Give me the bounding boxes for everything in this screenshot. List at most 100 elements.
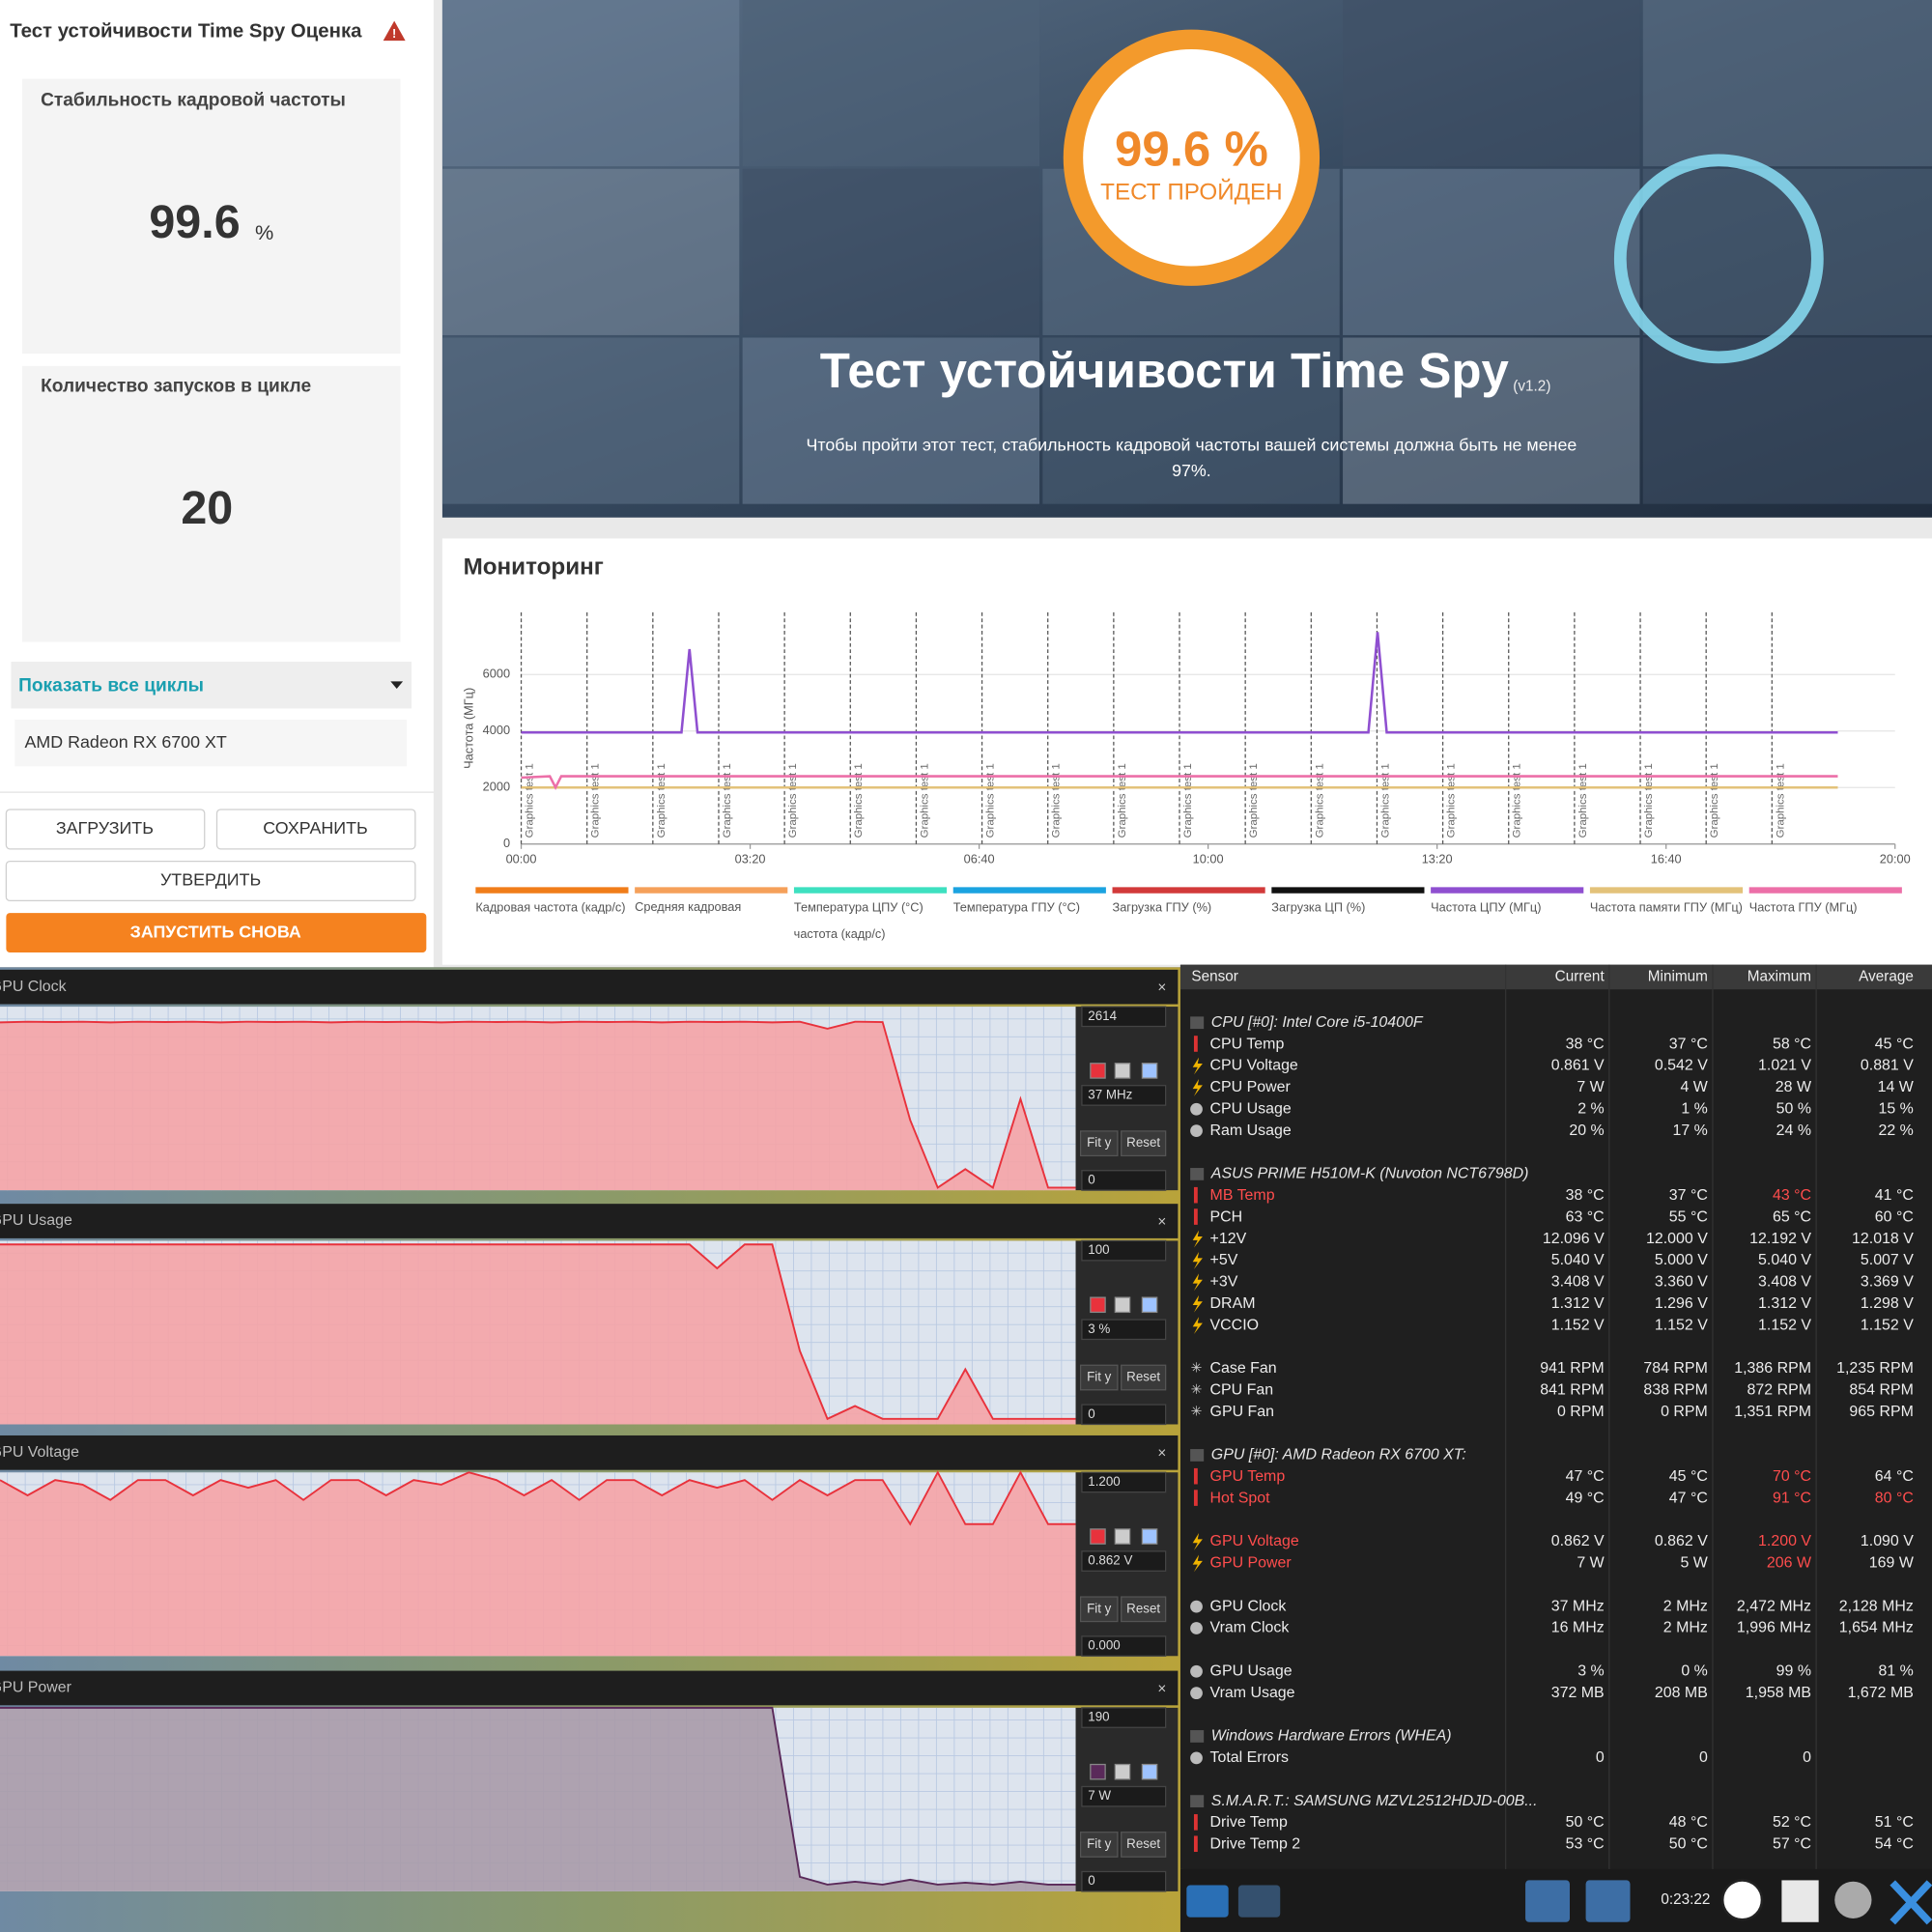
button[interactable] <box>215 809 416 850</box>
graph-button-label[interactable]: Reset <box>1126 1135 1160 1150</box>
legend-swatch <box>952 887 1106 894</box>
sensor-value: 65 °C <box>1773 1208 1811 1225</box>
button-primary[interactable] <box>6 913 427 952</box>
banner-description: 97%. <box>1172 461 1211 480</box>
sensor-name: GPU Temp <box>1210 1468 1286 1485</box>
color-toggle[interactable] <box>1090 1528 1106 1545</box>
color-toggle[interactable] <box>1141 1763 1158 1780</box>
graph-button-label[interactable]: Fit y <box>1087 1601 1112 1615</box>
graph-button[interactable] <box>1079 1832 1119 1858</box>
graph-title: GPU Voltage <box>0 1444 79 1461</box>
sensor-value: 12.096 V <box>1543 1231 1605 1247</box>
legend-label[interactable]: Частота ГПУ (МГц) <box>1749 899 1858 914</box>
legend-label[interactable]: Загрузка ЦП (%) <box>1271 899 1365 914</box>
button-label[interactable]: СОХРАНИТЬ <box>263 818 367 838</box>
legend-label[interactable]: Средняя кадровая частота (кадр/с) <box>635 899 885 941</box>
graph-button-label[interactable]: Fit y <box>1087 1836 1112 1851</box>
sensor-value: 0 <box>1699 1749 1708 1766</box>
color-toggle[interactable] <box>1114 1528 1131 1545</box>
status: ТЕСТ ПРОЙДЕН <box>1100 179 1282 206</box>
legend-label[interactable]: Кадровая частота (кадр/с) <box>475 899 625 914</box>
graph-button[interactable] <box>1121 1130 1167 1157</box>
graph-button[interactable] <box>1121 1364 1167 1391</box>
group-header: ASUS PRIME H510M-K (Nuvoton NCT6798D) <box>1210 1166 1529 1182</box>
dropdown-arrow[interactable] <box>390 681 404 690</box>
color-toggle[interactable] <box>1141 1063 1158 1079</box>
sensor-value: 55 °C <box>1669 1208 1708 1225</box>
graph-button-label[interactable]: Fit y <box>1087 1135 1112 1150</box>
color-toggle[interactable] <box>1090 1063 1106 1079</box>
graph-header <box>0 969 1179 1005</box>
sensor-value: 0 RPM <box>1661 1404 1708 1420</box>
color-toggle[interactable] <box>1141 1296 1158 1314</box>
graph-button-label[interactable]: Reset <box>1126 1370 1160 1384</box>
dropdown[interactable]: Показать все циклы <box>11 661 412 709</box>
settings-button[interactable] <box>1834 1881 1872 1918</box>
graph-button[interactable] <box>1079 1130 1119 1157</box>
dropdown-box[interactable] <box>11 661 412 709</box>
graph-button[interactable] <box>1121 1832 1167 1858</box>
button-label[interactable]: УТВЕРДИТЬ <box>160 870 261 890</box>
legend-label[interactable]: Температура ГПУ (°C) <box>953 899 1080 914</box>
graph-min: 0.000 <box>1088 1638 1120 1653</box>
button-label[interactable]: ЗАГРУЗИТЬ <box>56 818 154 838</box>
portal-ring <box>1613 154 1824 364</box>
color-toggle[interactable] <box>1114 1296 1131 1314</box>
button[interactable] <box>5 809 206 850</box>
dropdown-label[interactable]: Показать все циклы <box>18 676 204 696</box>
y-axis-label: Частота (МГц) <box>461 688 475 769</box>
sensor-value: 47 °C <box>1669 1490 1708 1506</box>
sensor-value: 1 % <box>1681 1100 1707 1117</box>
nav-button[interactable] <box>1237 1885 1281 1918</box>
temp-icon <box>1193 1208 1198 1225</box>
sensor-value: 1.152 V <box>1861 1317 1914 1333</box>
color-toggle[interactable] <box>1114 1763 1131 1780</box>
legend-label[interactable]: Частота ЦПУ (МГц) <box>1431 899 1541 914</box>
sensor-value: 43 °C <box>1773 1187 1811 1204</box>
graph-close[interactable]: × <box>1157 1213 1166 1230</box>
phase-label: Graphics test 1 <box>1248 763 1260 838</box>
nav-button[interactable] <box>1186 1885 1229 1918</box>
toolbar-button[interactable] <box>1585 1880 1631 1922</box>
graph-button-label[interactable]: Reset <box>1126 1836 1160 1851</box>
graph-close[interactable]: × <box>1157 1681 1166 1697</box>
volt-icon <box>1192 1294 1203 1313</box>
graph-button[interactable] <box>1079 1596 1119 1623</box>
warning-icon-mark: ! <box>392 26 396 41</box>
sensor-value: 57 °C <box>1773 1836 1811 1853</box>
sensor-value: 0.862 V <box>1655 1533 1708 1549</box>
graph-button-label[interactable]: Reset <box>1126 1601 1160 1615</box>
graph-area <box>0 1472 1076 1657</box>
scene-tile <box>1343 168 1640 335</box>
sensor-name: VCCIO <box>1210 1317 1259 1333</box>
graph-close[interactable]: × <box>1157 1445 1166 1462</box>
toolbar-button[interactable] <box>1525 1880 1570 1922</box>
temp-icon <box>1193 1186 1198 1204</box>
x-tick-label: 03:20 <box>735 852 766 867</box>
legend-label[interactable]: Температура ЦПУ (°C) <box>794 899 923 914</box>
color-toggle[interactable] <box>1090 1296 1106 1314</box>
legend-label[interactable]: Частота памяти ГПУ (МГц) <box>1590 899 1743 914</box>
column-header: Average <box>1859 969 1914 985</box>
sensor-value: 70 °C <box>1773 1468 1811 1485</box>
legend-label[interactable]: Загрузка ГПУ (%) <box>1113 899 1212 914</box>
sensor-value: 49 °C <box>1566 1490 1605 1506</box>
graph-close[interactable]: × <box>1157 980 1166 996</box>
close-button[interactable] <box>1889 1880 1932 1925</box>
clock-button[interactable] <box>1720 1879 1764 1921</box>
sensor-value: 58 °C <box>1773 1036 1811 1052</box>
color-toggle[interactable] <box>1090 1763 1106 1780</box>
y-tick-label: 6000 <box>483 667 510 681</box>
graph-button[interactable] <box>1121 1596 1167 1623</box>
sensor-value: 2 MHz <box>1663 1620 1708 1636</box>
color-toggle[interactable] <box>1141 1528 1158 1545</box>
button[interactable] <box>5 860 416 902</box>
report-button[interactable] <box>1781 1880 1819 1922</box>
button-label[interactable]: ЗАПУСТИТЬ СНОВА <box>130 922 301 941</box>
graph-button[interactable] <box>1079 1364 1119 1391</box>
graph-button-label[interactable]: Fit y <box>1087 1370 1112 1384</box>
sensor-value: 81 % <box>1879 1662 1914 1679</box>
group-header: CPU [#0]: Intel Core i5-10400F <box>1211 1014 1424 1031</box>
color-toggle[interactable] <box>1114 1063 1131 1079</box>
